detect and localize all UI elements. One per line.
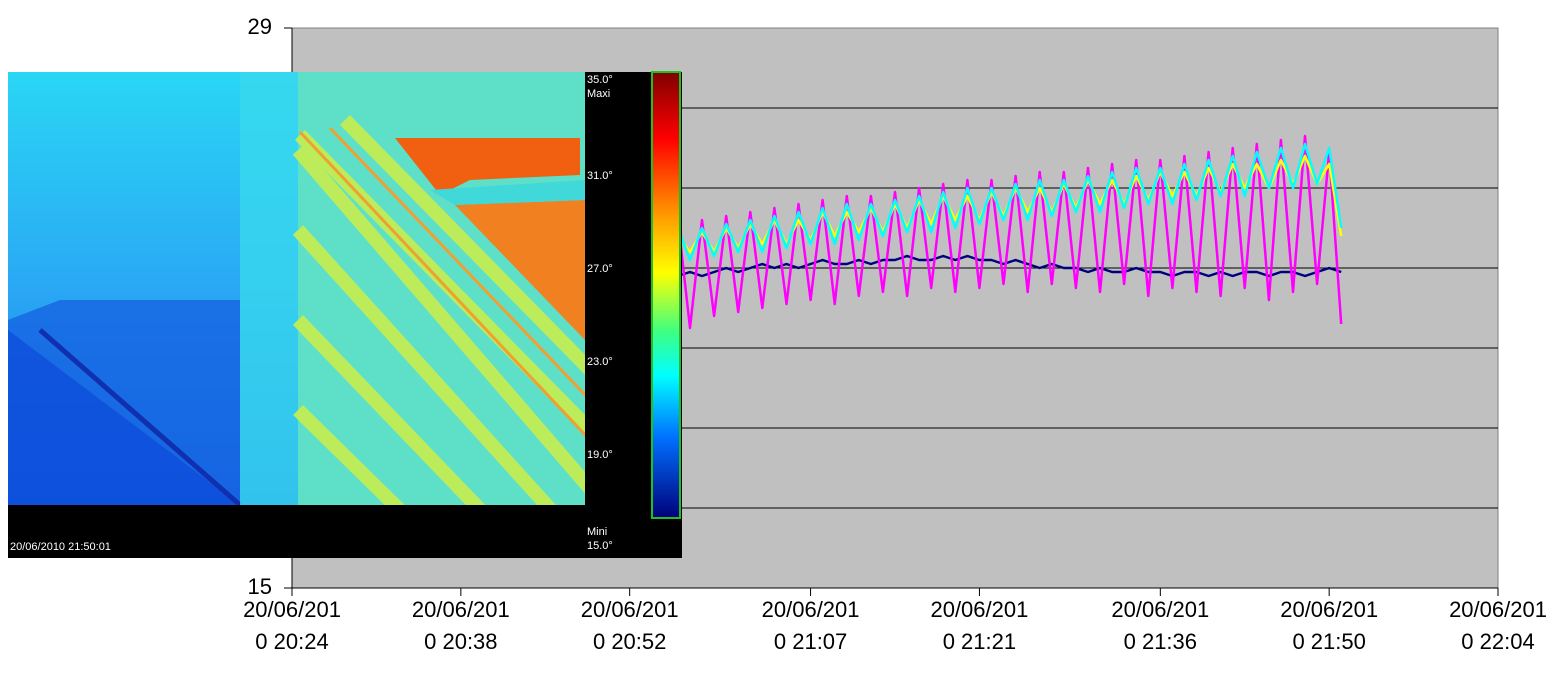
image-post [240, 72, 298, 505]
scale-label: 35.0° [587, 74, 613, 86]
x-tick-label: 20/06/2010 21:36 [1111, 597, 1210, 654]
x-tick-label: 20/06/2010 21:21 [930, 597, 1029, 654]
image-shadow [8, 330, 240, 505]
image-hot-1 [395, 138, 580, 195]
image-band [430, 180, 585, 205]
scale-label: 23.0° [587, 356, 613, 368]
scale-label: 31.0° [587, 170, 613, 182]
thermal-image: 35.0° Maxi 31.0° 27.0° 23.0° 19.0° Mini … [8, 71, 682, 558]
scale-label: 19.0° [587, 449, 613, 461]
x-tick-label: 20/06/2010 20:24 [243, 597, 341, 654]
x-tick-label: 20/06/2010 21:07 [761, 597, 860, 654]
image-hot-2 [455, 200, 585, 340]
scale-label: Maxi [587, 88, 610, 100]
series-line [628, 142, 1343, 270]
image-cable [38, 328, 242, 505]
x-tick-label: 20/06/2010 22:04 [1449, 597, 1547, 654]
y-tick-label: 29 [248, 14, 272, 39]
color-bar [651, 71, 681, 519]
x-tick-label: 20/06/2010 20:52 [580, 597, 679, 654]
y-tick-label: 15 [248, 574, 272, 599]
scale-label: 15.0° [587, 540, 613, 552]
timestamp: 20/06/2010 21:50:01 [10, 541, 111, 553]
scale-label: Mini [587, 526, 607, 538]
x-tick-label: 20/06/2010 21:50 [1280, 597, 1379, 654]
scale-label: 27.0° [587, 263, 613, 275]
x-tick-label: 20/06/2010 20:38 [411, 597, 510, 654]
